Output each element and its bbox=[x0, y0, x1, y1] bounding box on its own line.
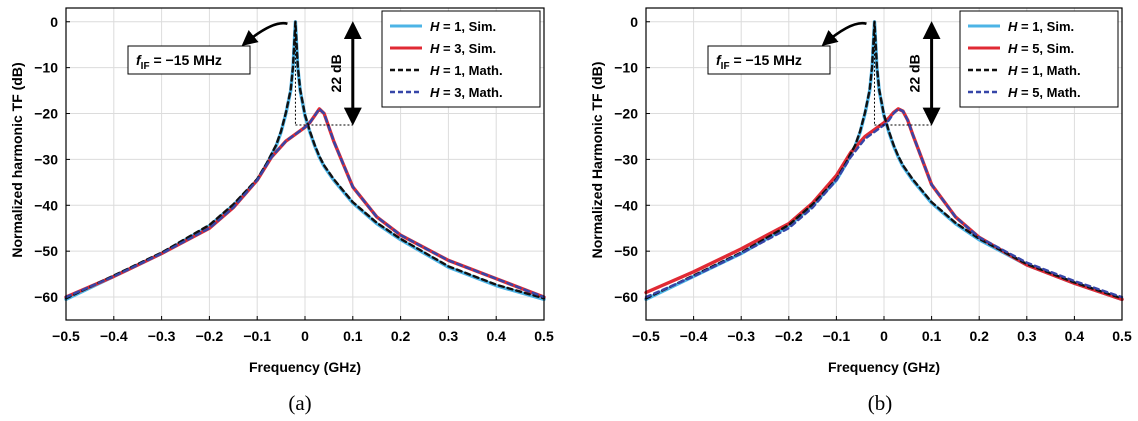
x-tick-label: 0 bbox=[301, 328, 309, 344]
y-axis-label: Normalized Harmonic TF (dB) bbox=[589, 62, 605, 259]
legend-label-3: H = 1, Math. bbox=[1008, 63, 1081, 78]
chart-panel-a: −0.5 −0.4 −0.3 −0.2 −0.1 0 0.1 0.2 0.3 0.4 0.5 0 −10… bbox=[9, 7, 554, 415]
annotation-22db: 22 dB bbox=[328, 54, 344, 92]
x-tick-label: −0.5 bbox=[52, 328, 80, 344]
x-tick-label: 0.4 bbox=[486, 328, 506, 344]
y-tick-label: −30 bbox=[614, 151, 638, 167]
annotation-22db: 22 dB bbox=[907, 54, 923, 92]
legend: H = 1, Sim. H = 5, Sim. H = 1, Math. H = 5,… bbox=[959, 10, 1119, 108]
curved-arrow bbox=[241, 21, 288, 46]
y-tick-label: −20 bbox=[614, 106, 638, 122]
y-tick-label: 0 bbox=[630, 14, 638, 30]
x-tick-label: −0.2 bbox=[775, 328, 803, 344]
x-tick-label: −0.3 bbox=[148, 328, 176, 344]
y-tick-label: −10 bbox=[34, 60, 58, 76]
y-tick-label: −20 bbox=[34, 106, 58, 122]
y-tick-label: −40 bbox=[34, 197, 58, 213]
y-tick-label: 0 bbox=[50, 14, 58, 30]
x-axis-label: Frequency (GHz) bbox=[828, 359, 940, 375]
annotation-if-text: fIF = −15 MHz bbox=[136, 52, 222, 72]
legend-label-2: H = 3, Sim. bbox=[430, 41, 496, 56]
legend-label-4: H = 5, Math. bbox=[1008, 85, 1081, 100]
x-tick-label: −0.2 bbox=[196, 328, 224, 344]
series-line-4 bbox=[64, 107, 546, 299]
annotation-if-text: fIF = −15 MHz bbox=[716, 52, 802, 72]
legend-label-1: H = 1, Sim. bbox=[1008, 19, 1074, 34]
x-tick-label: −0.3 bbox=[727, 328, 755, 344]
annotation-if-box bbox=[707, 45, 831, 75]
x-tick-label: 0.5 bbox=[534, 328, 554, 344]
y-tick-label: −60 bbox=[614, 289, 638, 305]
y-tick-label: −10 bbox=[614, 60, 638, 76]
x-tick-label: 0.1 bbox=[922, 328, 942, 344]
x-tick-label: −0.1 bbox=[243, 328, 271, 344]
y-tick-label: −50 bbox=[614, 243, 638, 259]
x-tick-label: 0.3 bbox=[439, 328, 459, 344]
legend-label-4: H = 3, Math. bbox=[430, 85, 503, 100]
y-tick-label: −30 bbox=[34, 151, 58, 167]
x-tick-label: 0.1 bbox=[343, 328, 363, 344]
x-tick-label: −0.1 bbox=[823, 328, 851, 344]
x-tick-label: −0.4 bbox=[100, 328, 128, 344]
chart-panel-b: −0.5 −0.4 −0.3 −0.2 −0.1 0 0.1 0.2 0.3 0.4 0.5 0 −10… bbox=[589, 7, 1132, 415]
x-tick-label: 0 bbox=[880, 328, 888, 344]
annotation-if-box bbox=[127, 45, 251, 75]
series-line-3 bbox=[644, 20, 1124, 300]
x-axis-label: Frequency (GHz) bbox=[249, 359, 361, 375]
legend-label-1: H = 1, Sim. bbox=[430, 19, 496, 34]
axes-frame bbox=[65, 7, 545, 321]
legend: H = 1, Sim. H = 3, Sim. H = 1, Math. H = 3,… bbox=[381, 10, 541, 108]
x-tick-label: −0.5 bbox=[632, 328, 660, 344]
y-tick-label: −40 bbox=[614, 197, 638, 213]
series-line-3 bbox=[64, 20, 546, 300]
x-tick-label: 0.2 bbox=[391, 328, 411, 344]
y-tick-label: −60 bbox=[34, 289, 58, 305]
curved-arrow bbox=[821, 21, 867, 47]
x-tick-label: −0.4 bbox=[680, 328, 708, 344]
legend-label-2: H = 5, Sim. bbox=[1008, 41, 1074, 56]
x-tick-label: 0.5 bbox=[1112, 328, 1132, 344]
axes-frame bbox=[645, 7, 1123, 321]
panel-caption: (b) bbox=[868, 391, 893, 415]
y-axis-label: Normalized harmonic TF (dB) bbox=[9, 62, 25, 257]
x-tick-label: 0.3 bbox=[1017, 328, 1037, 344]
series-line-4 bbox=[644, 107, 1124, 299]
x-tick-label: 0.4 bbox=[1065, 328, 1085, 344]
x-tick-label: 0.2 bbox=[969, 328, 989, 344]
legend-label-3: H = 1, Math. bbox=[430, 63, 503, 78]
panel-caption: (a) bbox=[288, 391, 311, 415]
y-tick-label: −50 bbox=[34, 243, 58, 259]
